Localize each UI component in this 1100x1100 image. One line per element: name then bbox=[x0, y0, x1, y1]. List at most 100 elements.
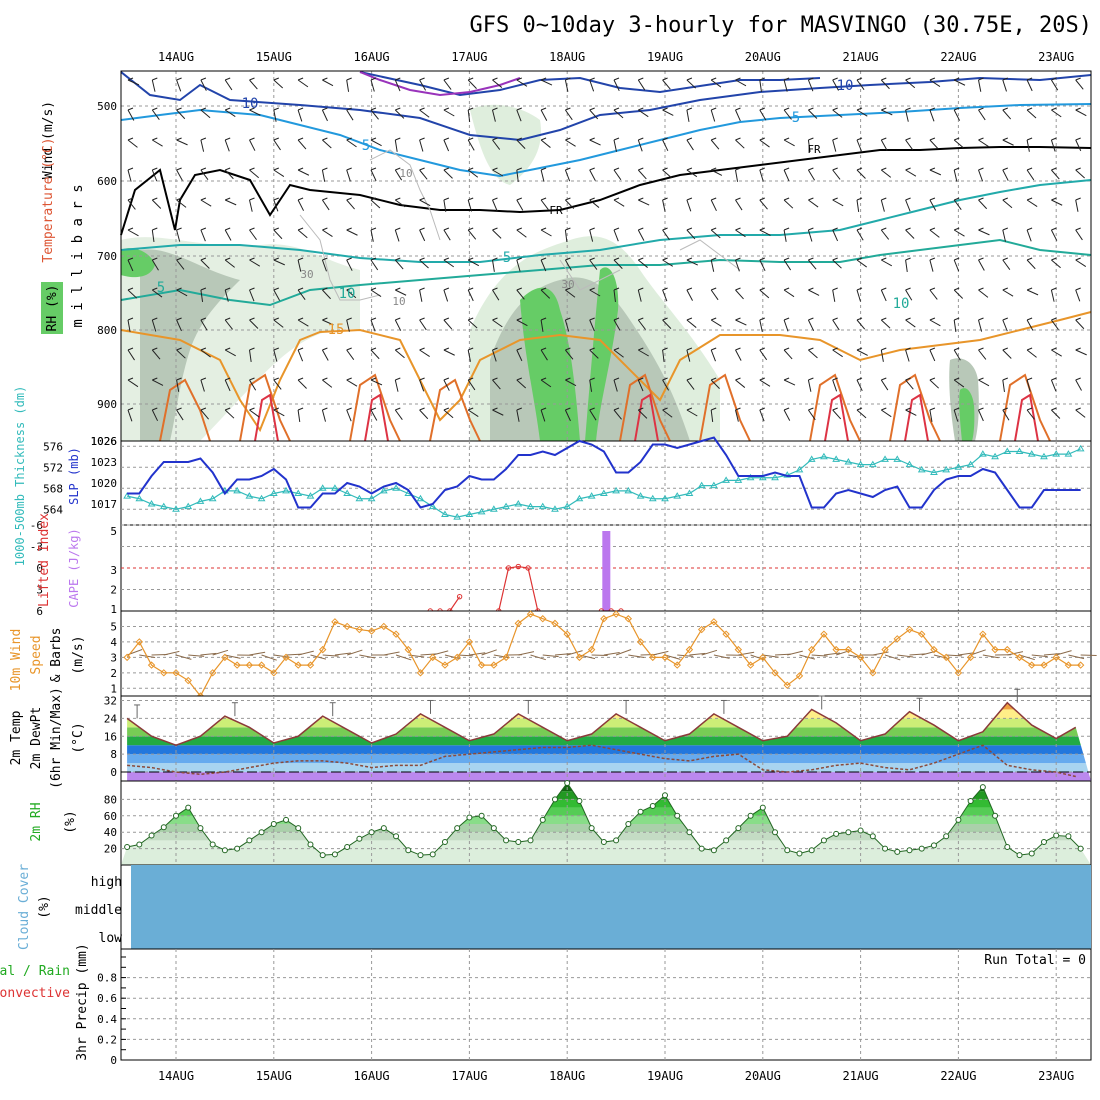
upper-wind-barb bbox=[468, 317, 474, 321]
upper-wind-barb bbox=[419, 199, 431, 207]
upper-wind-barb bbox=[978, 409, 984, 422]
contour-label: 5 bbox=[792, 110, 800, 126]
thickness-point bbox=[331, 484, 339, 491]
upper-wind-barb bbox=[467, 139, 475, 151]
wind-speed-point bbox=[893, 635, 901, 643]
upper-wind-barb bbox=[662, 227, 668, 231]
upper-wind-barb bbox=[880, 349, 884, 362]
rh-point bbox=[405, 847, 412, 854]
upper-wind-barb bbox=[807, 319, 815, 332]
wind-barb bbox=[469, 652, 486, 656]
upper-wind-barb bbox=[468, 137, 474, 141]
upper-wind-barb bbox=[200, 409, 209, 420]
upper-wind-barb bbox=[1051, 167, 1057, 171]
upper-wind-barb bbox=[419, 349, 430, 357]
upper-wind-barb bbox=[613, 137, 620, 141]
wind-speed-point bbox=[123, 653, 131, 662]
upper-wind-barb bbox=[322, 347, 328, 351]
upper-wind-barb bbox=[176, 77, 182, 81]
upper-wind-barb bbox=[905, 227, 911, 231]
upper-wind-barb bbox=[735, 289, 744, 300]
rh-point bbox=[918, 845, 925, 852]
upper-wind-barb bbox=[152, 287, 158, 291]
upper-wind-barb bbox=[297, 79, 309, 88]
cape-series bbox=[602, 531, 611, 611]
upper-wind-barb bbox=[273, 137, 279, 141]
upper-wind-barb bbox=[686, 317, 693, 321]
upper-wind-barb bbox=[856, 289, 861, 302]
wind-barb bbox=[823, 652, 840, 656]
upper-wind-barb bbox=[662, 107, 668, 111]
upper-wind-barb bbox=[273, 79, 284, 89]
upper-wind-barb bbox=[322, 287, 328, 291]
upper-wind-barb bbox=[273, 409, 285, 417]
upper-wind-barb bbox=[613, 407, 620, 411]
upper-wind-barb bbox=[686, 79, 697, 89]
upper-wind-barb bbox=[540, 109, 548, 121]
upper-wind-barb bbox=[589, 227, 595, 231]
rh-point bbox=[808, 847, 815, 854]
rh-point bbox=[221, 847, 228, 854]
upper-wind-barb bbox=[638, 107, 644, 111]
upper-wind-barb bbox=[467, 79, 477, 89]
wind-barb bbox=[249, 651, 266, 656]
upper-wind-barb bbox=[370, 259, 379, 271]
upper-wind-barb bbox=[686, 287, 693, 291]
upper-wind-barb bbox=[613, 287, 620, 291]
upper-wind-barb bbox=[953, 319, 957, 332]
wind-speed-point bbox=[380, 622, 388, 631]
upper-wind-barb bbox=[1002, 379, 1005, 392]
upper-wind-barb bbox=[929, 379, 940, 389]
rh-point bbox=[967, 798, 974, 805]
wind-barb bbox=[420, 653, 437, 656]
upper-wind-barb bbox=[297, 77, 304, 81]
thickness-point bbox=[196, 497, 205, 504]
upper-wind-barb bbox=[200, 349, 211, 358]
upper-wind-barb bbox=[176, 409, 184, 421]
upper-wind-barb bbox=[176, 197, 182, 201]
upper-wind-barb bbox=[1075, 259, 1087, 267]
wind-barb bbox=[530, 654, 546, 661]
upper-wind-barb bbox=[395, 317, 401, 321]
upper-wind-barb bbox=[127, 199, 136, 210]
upper-wind-barb bbox=[492, 257, 498, 261]
upper-wind-barb bbox=[322, 229, 333, 237]
upper-wind-barb bbox=[273, 107, 279, 111]
upper-wind-barb bbox=[1075, 107, 1081, 111]
upper-wind-barb bbox=[905, 229, 915, 239]
pressure-tick-label: 800 bbox=[97, 324, 117, 337]
wind-tick-label: 5 bbox=[110, 620, 117, 633]
upper-wind-barb bbox=[176, 407, 182, 411]
upper-wind-barb bbox=[735, 137, 741, 141]
upper-wind-barb bbox=[443, 317, 450, 321]
date-tick-label: 17AUG bbox=[451, 1069, 487, 1083]
rh-point bbox=[454, 825, 461, 832]
upper-wind-barb bbox=[589, 259, 598, 270]
contour-label: FR bbox=[807, 143, 821, 156]
upper-wind-barb bbox=[735, 139, 745, 149]
thickness-point bbox=[820, 452, 828, 460]
wind-speed-point bbox=[233, 661, 241, 669]
slp-tick-label: 1020 bbox=[91, 477, 118, 490]
lifted-tick-label: 0 bbox=[36, 562, 43, 575]
upper-wind-barb bbox=[322, 379, 333, 388]
upper-wind-barb bbox=[322, 79, 334, 87]
upper-wind-barb bbox=[443, 287, 450, 291]
upper-wind-barb bbox=[540, 77, 547, 81]
thickness-point bbox=[991, 452, 999, 460]
upper-wind-barb bbox=[322, 107, 328, 111]
upper-wind-barb bbox=[589, 169, 596, 181]
wind-speed-point bbox=[710, 618, 718, 626]
upper-wind-barb bbox=[516, 109, 522, 122]
upper-wind-barb bbox=[492, 377, 498, 381]
upper-wind-barb bbox=[394, 229, 400, 242]
temperature-contour bbox=[359, 71, 521, 97]
wind-barb bbox=[310, 654, 327, 660]
rh-point bbox=[393, 833, 400, 840]
upper-wind-barb bbox=[443, 197, 450, 201]
rh-point bbox=[515, 839, 522, 846]
cloud-unit-label: (%) bbox=[37, 895, 52, 918]
upper-wind-barb bbox=[856, 379, 863, 392]
contour-label: 5 bbox=[157, 280, 165, 296]
date-tick-label: 22AUG bbox=[940, 50, 976, 64]
